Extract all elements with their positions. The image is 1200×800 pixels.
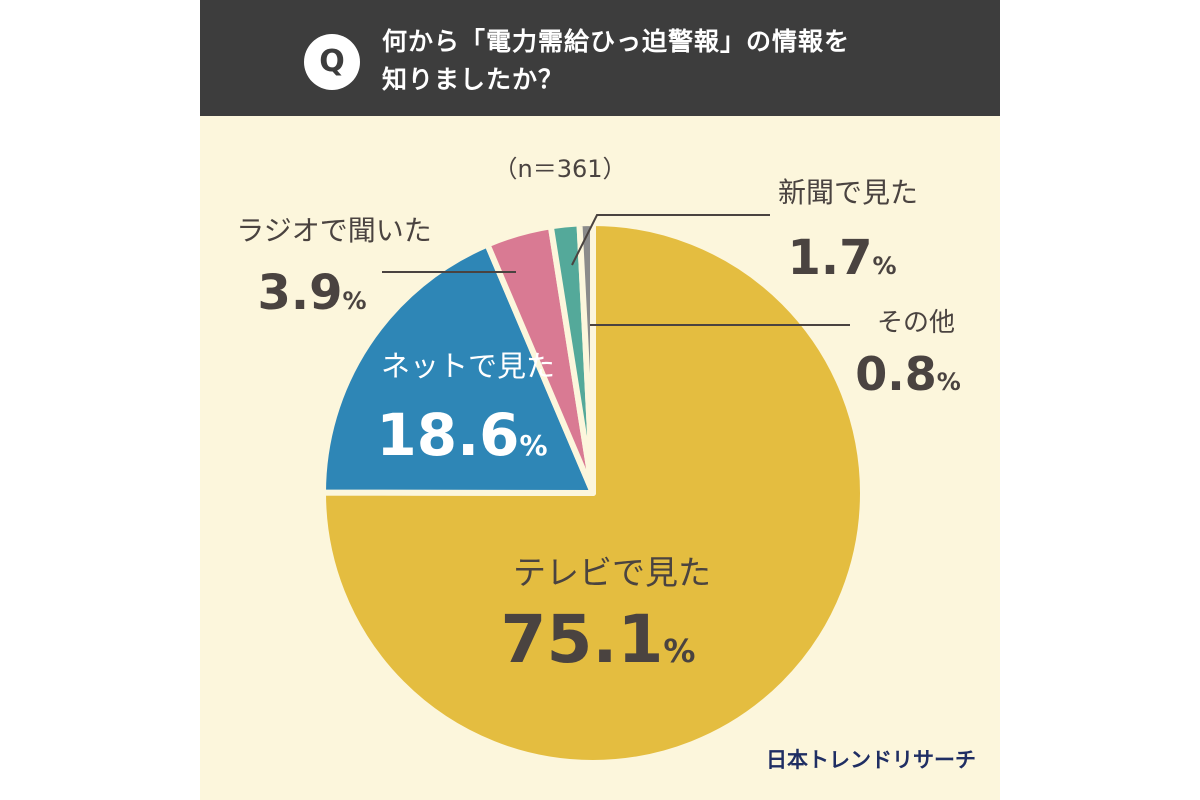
net-value-number: 18.6	[376, 401, 519, 469]
radio-value-number: 3.9	[257, 265, 342, 321]
pie-slice-net	[320, 241, 596, 496]
pie-slice-tv	[320, 220, 866, 766]
newspaper-leader-line	[571, 214, 770, 266]
net-label: ネットで見た	[381, 349, 555, 383]
other-label: その他	[877, 308, 955, 338]
brand-logo: 日本トレンドリサーチ	[766, 748, 976, 772]
other-value-number: 0.8	[855, 347, 937, 401]
tv-value: 75.1%	[501, 601, 696, 678]
question-line-2: 知りましたか？	[382, 65, 565, 94]
net-unit: %	[520, 429, 548, 462]
net-value: 18.6%	[376, 401, 547, 469]
sample-size-label: （n＝361）	[493, 155, 626, 183]
radio-value: 3.9%	[257, 265, 366, 321]
tv-unit: %	[663, 632, 695, 670]
tv-value-number: 75.1	[501, 601, 664, 678]
other-unit: %	[937, 368, 961, 396]
radio-unit: %	[342, 287, 366, 315]
q-badge: Q	[304, 34, 360, 90]
question-header: Q 何から「電力需給ひっ迫警報」の情報を 知りましたか？	[200, 0, 1000, 116]
newspaper-value: 1.7%	[787, 230, 896, 286]
chart-card: Q 何から「電力需給ひっ迫警報」の情報を 知りましたか？ （n＝361） ラジオ…	[200, 0, 1000, 800]
question-line-1: 何から「電力需給ひっ迫警報」の情報を	[382, 27, 851, 56]
newspaper-value-number: 1.7	[787, 230, 872, 286]
radio-label: ラジオで聞いた	[236, 214, 431, 247]
other-value: 0.8%	[855, 347, 961, 401]
pie-chart: （n＝361） ラジオで聞いた 3.9% 新聞で見た 1.7% その他 0.8%…	[236, 155, 961, 766]
newspaper-unit: %	[872, 252, 896, 280]
tv-label: テレビで見た	[513, 553, 711, 592]
newspaper-label: 新聞で見た	[778, 176, 918, 209]
